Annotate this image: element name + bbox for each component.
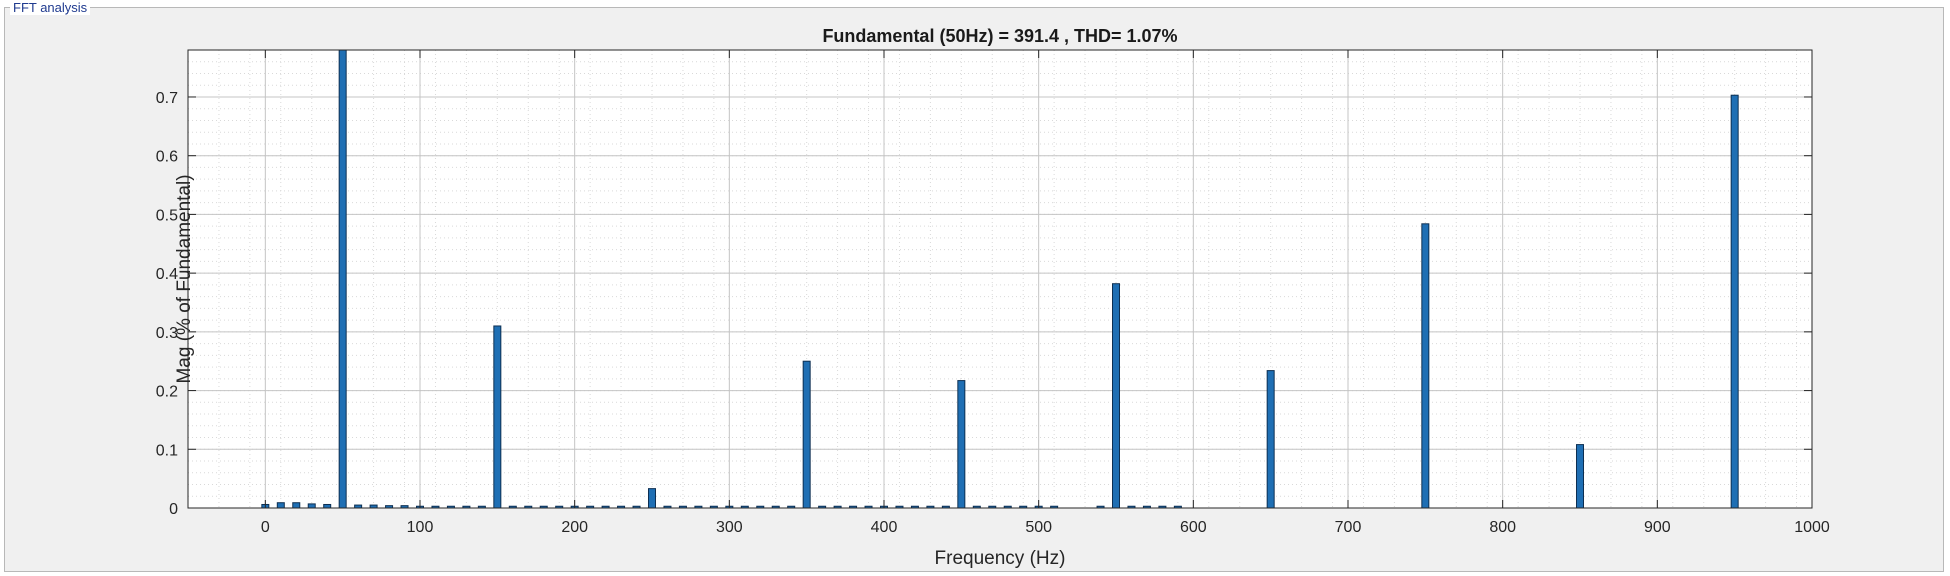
x-tick-label: 600 (1180, 519, 1207, 536)
x-tick-label: 800 (1489, 519, 1516, 536)
bar (276, 502, 285, 509)
plot-frame (187, 49, 1813, 509)
bar (1421, 223, 1430, 509)
bars (261, 49, 1739, 509)
bar (957, 380, 966, 509)
y-axis: 0 0.1 0.2 0.3 0.4 0.5 0.6 0.7 (156, 90, 1812, 518)
y-tick-label: 0.3 (156, 325, 178, 342)
bar (307, 503, 316, 509)
bar (323, 503, 332, 509)
x-axis-label: Frequency (Hz) (935, 548, 1066, 569)
bar (1112, 283, 1120, 509)
bar (1266, 370, 1275, 509)
x-tick-label: 100 (407, 519, 434, 536)
y-tick-label: 0.7 (156, 90, 178, 107)
y-tick-label: 0.5 (156, 207, 178, 224)
y-tick-label: 0.2 (156, 384, 178, 401)
bar (802, 360, 811, 509)
x-tick-label: 0 (261, 519, 270, 536)
y-tick-label: 0.4 (156, 266, 178, 283)
x-tick-label: 900 (1644, 519, 1671, 536)
x-axis: 0 100 200 300 400 500 600 700 800 900 1000 (261, 50, 1830, 536)
x-tick-label: 500 (1025, 519, 1052, 536)
bar (292, 502, 301, 509)
bar (493, 325, 502, 509)
x-tick-label: 300 (716, 519, 743, 536)
panel-title: FFT analysis (10, 0, 91, 15)
bar (1730, 94, 1739, 509)
x-tick-label: 1000 (1794, 519, 1830, 536)
y-tick-label: 0 (169, 501, 178, 518)
y-tick-label: 0.6 (156, 149, 178, 166)
x-tick-label: 700 (1335, 519, 1362, 536)
chart-title: Fundamental (50Hz) = 391.4 , THD= 1.07% (822, 26, 1177, 46)
y-axis-label: Mag (% of Fundamental) (174, 174, 195, 383)
bar (1576, 444, 1584, 509)
bar (338, 49, 347, 509)
y-tick-label: 0.1 (156, 442, 178, 459)
plot-area (188, 50, 1812, 508)
bar (648, 488, 656, 509)
x-tick-label: 400 (871, 519, 898, 536)
x-tick-label: 200 (561, 519, 588, 536)
